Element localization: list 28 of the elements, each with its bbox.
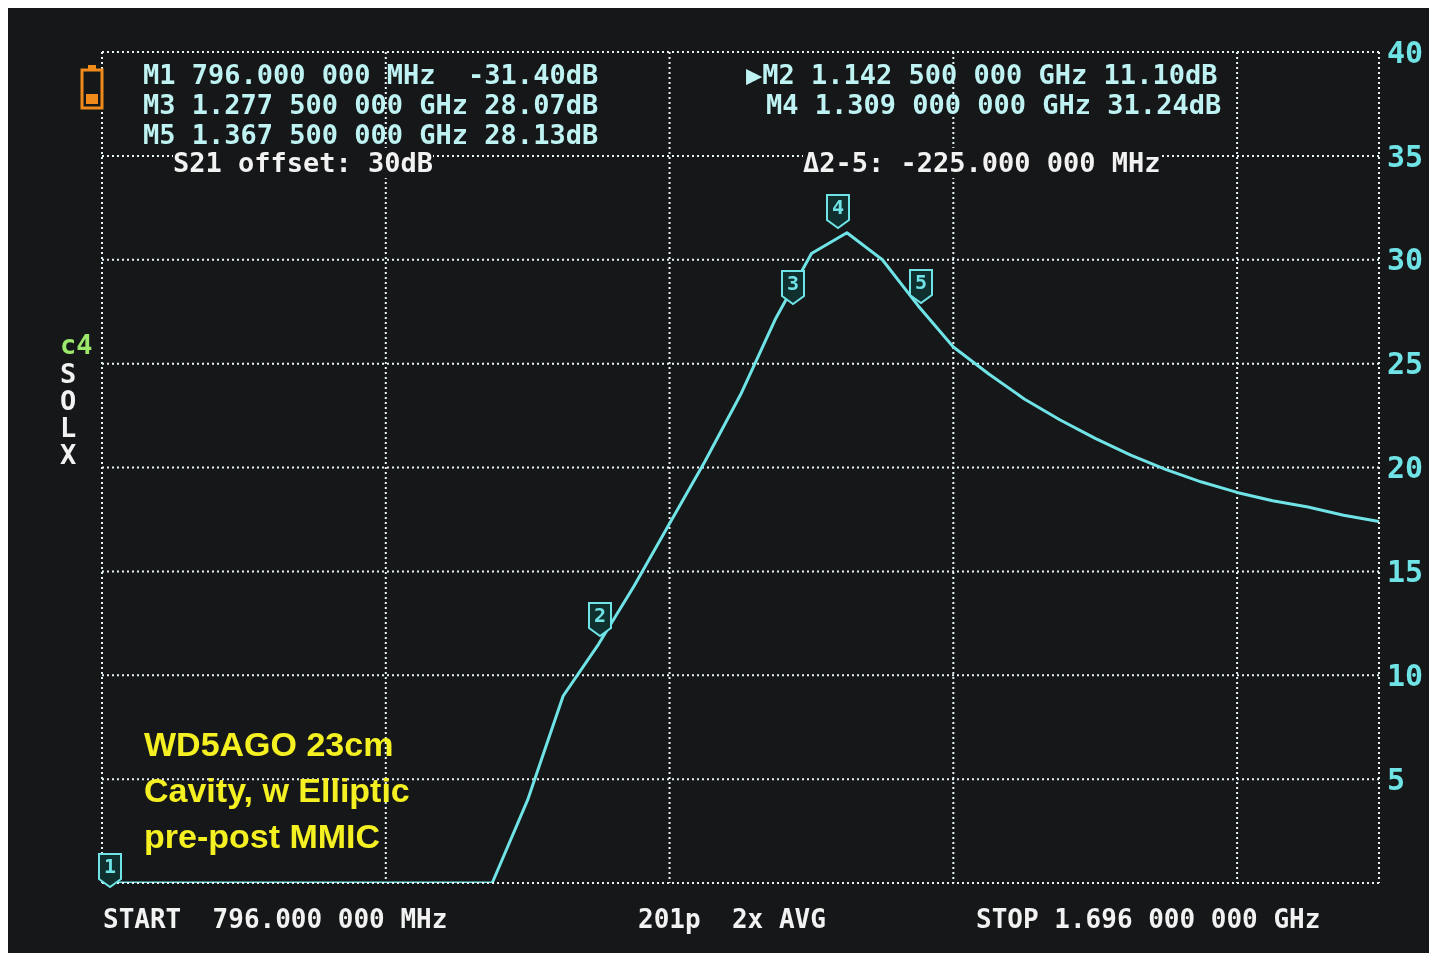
annotation: WD5AGO 23cm bbox=[144, 725, 394, 764]
annotation: 3 bbox=[785, 271, 800, 295]
y-tick-label: 20 bbox=[1387, 450, 1424, 486]
annotation: M5 1.367 500 000 GHz 28.13dB bbox=[143, 119, 599, 150]
annotation: 1 bbox=[102, 854, 117, 878]
text: START 796.000 000 MHz bbox=[103, 904, 448, 934]
text: 201p 2x AVG bbox=[638, 904, 826, 934]
annotation: S21 offset: 30dB bbox=[173, 147, 434, 178]
annotation: ▶M2 1.142 500 000 GHz 11.10dB bbox=[746, 59, 1218, 90]
annotation: Δ2-5: -225.000 000 MHz bbox=[803, 147, 1161, 178]
y-tick-label: 40 bbox=[1387, 34, 1424, 70]
annotation: 5 bbox=[913, 270, 928, 294]
y-tick-label: 30 bbox=[1387, 242, 1424, 278]
text: STOP 1.696 000 000 GHz bbox=[976, 904, 1321, 934]
annotation: M3 1.277 500 000 GHz 28.07dB bbox=[143, 89, 599, 120]
y-tick-label: 25 bbox=[1387, 346, 1424, 382]
y-tick-label: 5 bbox=[1387, 761, 1406, 797]
annotation: 2 bbox=[592, 603, 607, 627]
annotation: M4 1.309 000 000 GHz 31.24dB bbox=[766, 89, 1222, 120]
annotation: 4 bbox=[830, 195, 845, 219]
y-tick-label: 15 bbox=[1387, 554, 1424, 590]
annotation: pre-post MMIC bbox=[144, 817, 381, 856]
annotation: Cavity, w Elliptic bbox=[144, 771, 410, 810]
annotation: M1 796.000 000 MHz -31.40dB bbox=[143, 59, 599, 90]
y-tick-label: 35 bbox=[1387, 138, 1424, 174]
text: c4 bbox=[60, 329, 93, 360]
text: SOLX bbox=[60, 358, 77, 470]
y-tick-label: 10 bbox=[1387, 657, 1424, 693]
